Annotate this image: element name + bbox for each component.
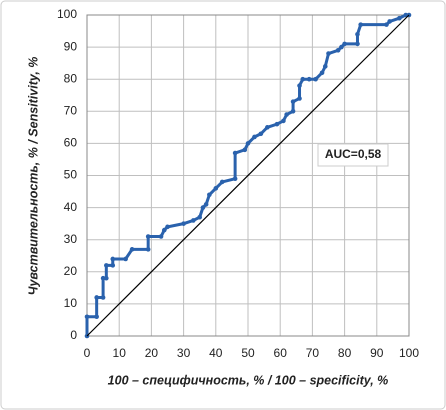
- point: [342, 41, 347, 47]
- point: [242, 147, 248, 153]
- point: [290, 109, 296, 114]
- x-tick-label: 50: [241, 346, 255, 360]
- point: [129, 247, 135, 252]
- y-tick-label: 10: [64, 296, 78, 310]
- point: [284, 112, 289, 117]
- point: [110, 263, 116, 268]
- point: [219, 179, 225, 185]
- reference-line: [86, 14, 410, 337]
- point: [104, 263, 109, 268]
- y-tick-label: 20: [64, 264, 78, 278]
- point: [94, 314, 99, 320]
- point: [161, 227, 167, 233]
- point: [158, 234, 164, 239]
- point: [145, 247, 151, 252]
- point: [165, 224, 170, 230]
- point: [339, 44, 344, 50]
- point: [265, 125, 270, 130]
- point: [297, 96, 302, 101]
- point: [306, 76, 312, 82]
- point: [252, 134, 257, 140]
- point: [123, 256, 128, 262]
- point: [203, 202, 209, 207]
- x-tick-label: 0: [84, 346, 91, 360]
- y-tick-label: 90: [64, 39, 78, 53]
- point: [403, 12, 409, 18]
- x-tick-label: 20: [145, 346, 159, 360]
- x-tick-label: 60: [274, 346, 288, 360]
- point: [258, 131, 264, 137]
- point: [322, 64, 328, 69]
- point: [355, 41, 360, 47]
- point: [232, 150, 238, 156]
- point: [387, 19, 392, 24]
- point: [300, 76, 306, 82]
- x-tick-label: 10: [113, 346, 127, 360]
- y-tick-label: 60: [64, 136, 78, 150]
- point: [313, 76, 318, 82]
- annotation-box: [317, 143, 389, 167]
- annotation: AUC=0,58: [325, 147, 382, 161]
- point: [281, 118, 286, 124]
- point: [100, 275, 106, 281]
- point: [145, 234, 151, 239]
- x-tick-label: 30: [177, 346, 191, 360]
- x-tick-label: 100: [399, 346, 419, 360]
- point: [358, 22, 364, 27]
- point: [397, 15, 402, 21]
- point: [232, 176, 238, 182]
- y-axis-label: Чувствительность, % / Sensitivity, %: [26, 57, 40, 296]
- y-tick-label: 40: [64, 200, 78, 214]
- point: [207, 192, 212, 198]
- point: [384, 22, 389, 27]
- point: [200, 205, 206, 210]
- point: [355, 31, 360, 37]
- point: [319, 70, 325, 76]
- point: [213, 186, 219, 191]
- plot-border: [86, 14, 410, 337]
- point: [297, 83, 302, 88]
- point: [326, 51, 331, 56]
- y-tick-label: 100: [57, 7, 77, 21]
- x-tick-label: 70: [306, 346, 320, 360]
- y-tick-label: 30: [64, 232, 78, 246]
- point: [245, 141, 251, 146]
- point: [335, 48, 341, 53]
- point: [197, 214, 202, 220]
- point: [190, 218, 196, 223]
- point: [181, 221, 186, 226]
- y-tick-label: 70: [64, 103, 78, 117]
- point: [110, 256, 116, 262]
- point: [104, 275, 109, 281]
- y-tick-label: 80: [64, 71, 78, 85]
- point: [290, 99, 296, 104]
- point: [94, 295, 99, 300]
- x-tick-label: 90: [370, 346, 384, 360]
- y-tick-label: 50: [64, 168, 78, 182]
- point: [100, 295, 106, 300]
- y-tick-label: 0: [70, 328, 77, 342]
- x-axis-label: 100 – специфичность, % / 100 – specifici…: [108, 373, 389, 387]
- point: [274, 121, 280, 127]
- point: [84, 314, 90, 320]
- x-tick-label: 40: [209, 346, 223, 360]
- x-tick-label: 80: [338, 346, 352, 360]
